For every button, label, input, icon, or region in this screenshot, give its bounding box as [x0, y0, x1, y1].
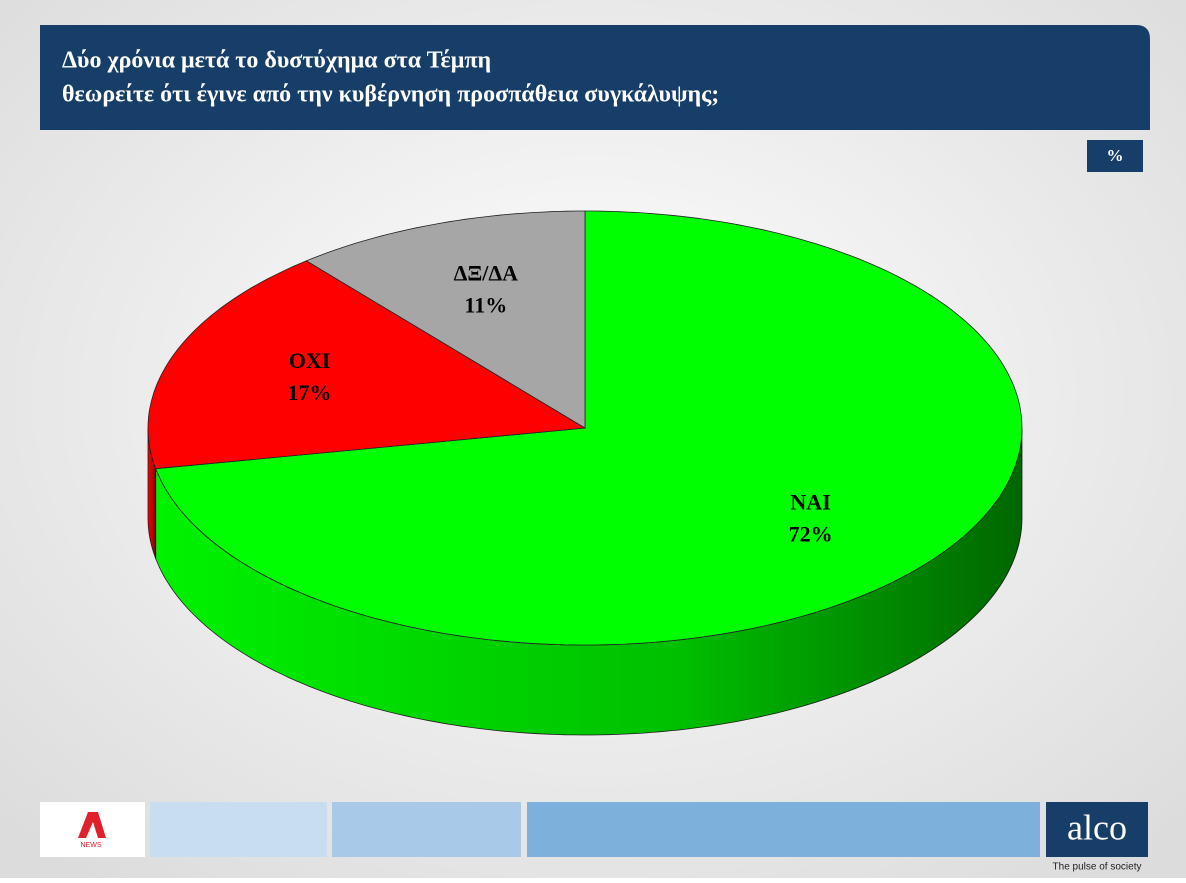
footer: NEWS alco The pulse of society [40, 802, 1148, 873]
slice-value-label: 72% [789, 522, 833, 547]
slice-category: ΔΞ/ΔΑ [454, 260, 519, 285]
slice [155, 210, 1023, 646]
title-line: Δύο χρόνια μετά το δυστύχημα στα Τέμπη [62, 48, 491, 74]
brand-box [1046, 802, 1148, 857]
brand-tagline: The pulse of society [1053, 862, 1142, 873]
slice-side-shade [148, 428, 156, 559]
slice-category: ΝΑΙ [790, 490, 830, 515]
footer-bar [527, 802, 1040, 857]
channel-box [40, 802, 145, 857]
channel-logo [78, 812, 106, 838]
title-bar [40, 25, 1150, 130]
title-line: θεωρείτε ότι έγινε από την κυβέρνηση προ… [62, 82, 719, 108]
channel-name: NEWS [81, 842, 102, 849]
slice [305, 210, 586, 429]
slice-category: ΟΧΙ [289, 348, 331, 373]
slice-value-label: 17% [288, 380, 332, 405]
unit-label: % [1107, 146, 1124, 165]
pie: ΝΑΙ 72% ΟΧΙ 17% ΔΞ/ΔΑ 11% [147, 210, 1023, 736]
footer-bar [150, 802, 327, 857]
unit-box [1087, 140, 1143, 172]
brand-name: alco [1067, 807, 1127, 847]
slice-side-shade [155, 428, 1022, 735]
footer-bar [332, 802, 521, 857]
slice-value-label: 11% [464, 292, 507, 317]
slice [147, 260, 587, 470]
